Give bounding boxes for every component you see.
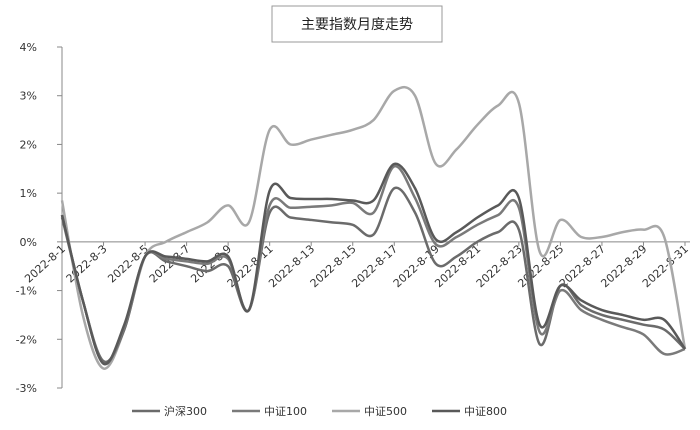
chart-title: 主要指数月度走势 <box>301 17 413 33</box>
y-tick-label: 0% <box>20 236 37 249</box>
legend-label: 沪深300 <box>164 404 207 418</box>
x-tick-label: 2022-8-5 <box>105 242 151 285</box>
y-tick-label: 4% <box>20 41 37 54</box>
y-tick-label: 2% <box>20 138 37 151</box>
y-tick-label: -2% <box>16 333 37 346</box>
series-line <box>60 162 687 366</box>
y-tick-label: -1% <box>16 285 37 298</box>
series-line <box>60 85 687 370</box>
y-tick-label: 1% <box>20 187 37 200</box>
x-tick-label: 2022-8-7 <box>147 242 193 285</box>
series-line <box>60 186 686 364</box>
legend-label: 中证800 <box>464 405 507 418</box>
x-tick-label: 2022-8-31 <box>640 242 691 290</box>
y-tick-label: 3% <box>20 90 37 103</box>
legend-label: 中证500 <box>364 405 407 418</box>
title-box <box>271 5 443 43</box>
x-tick-label: 2022-8-1 <box>22 242 68 285</box>
legend-label: 中证100 <box>264 405 307 418</box>
y-tick-label: -3% <box>16 382 37 395</box>
series-line <box>60 165 686 366</box>
